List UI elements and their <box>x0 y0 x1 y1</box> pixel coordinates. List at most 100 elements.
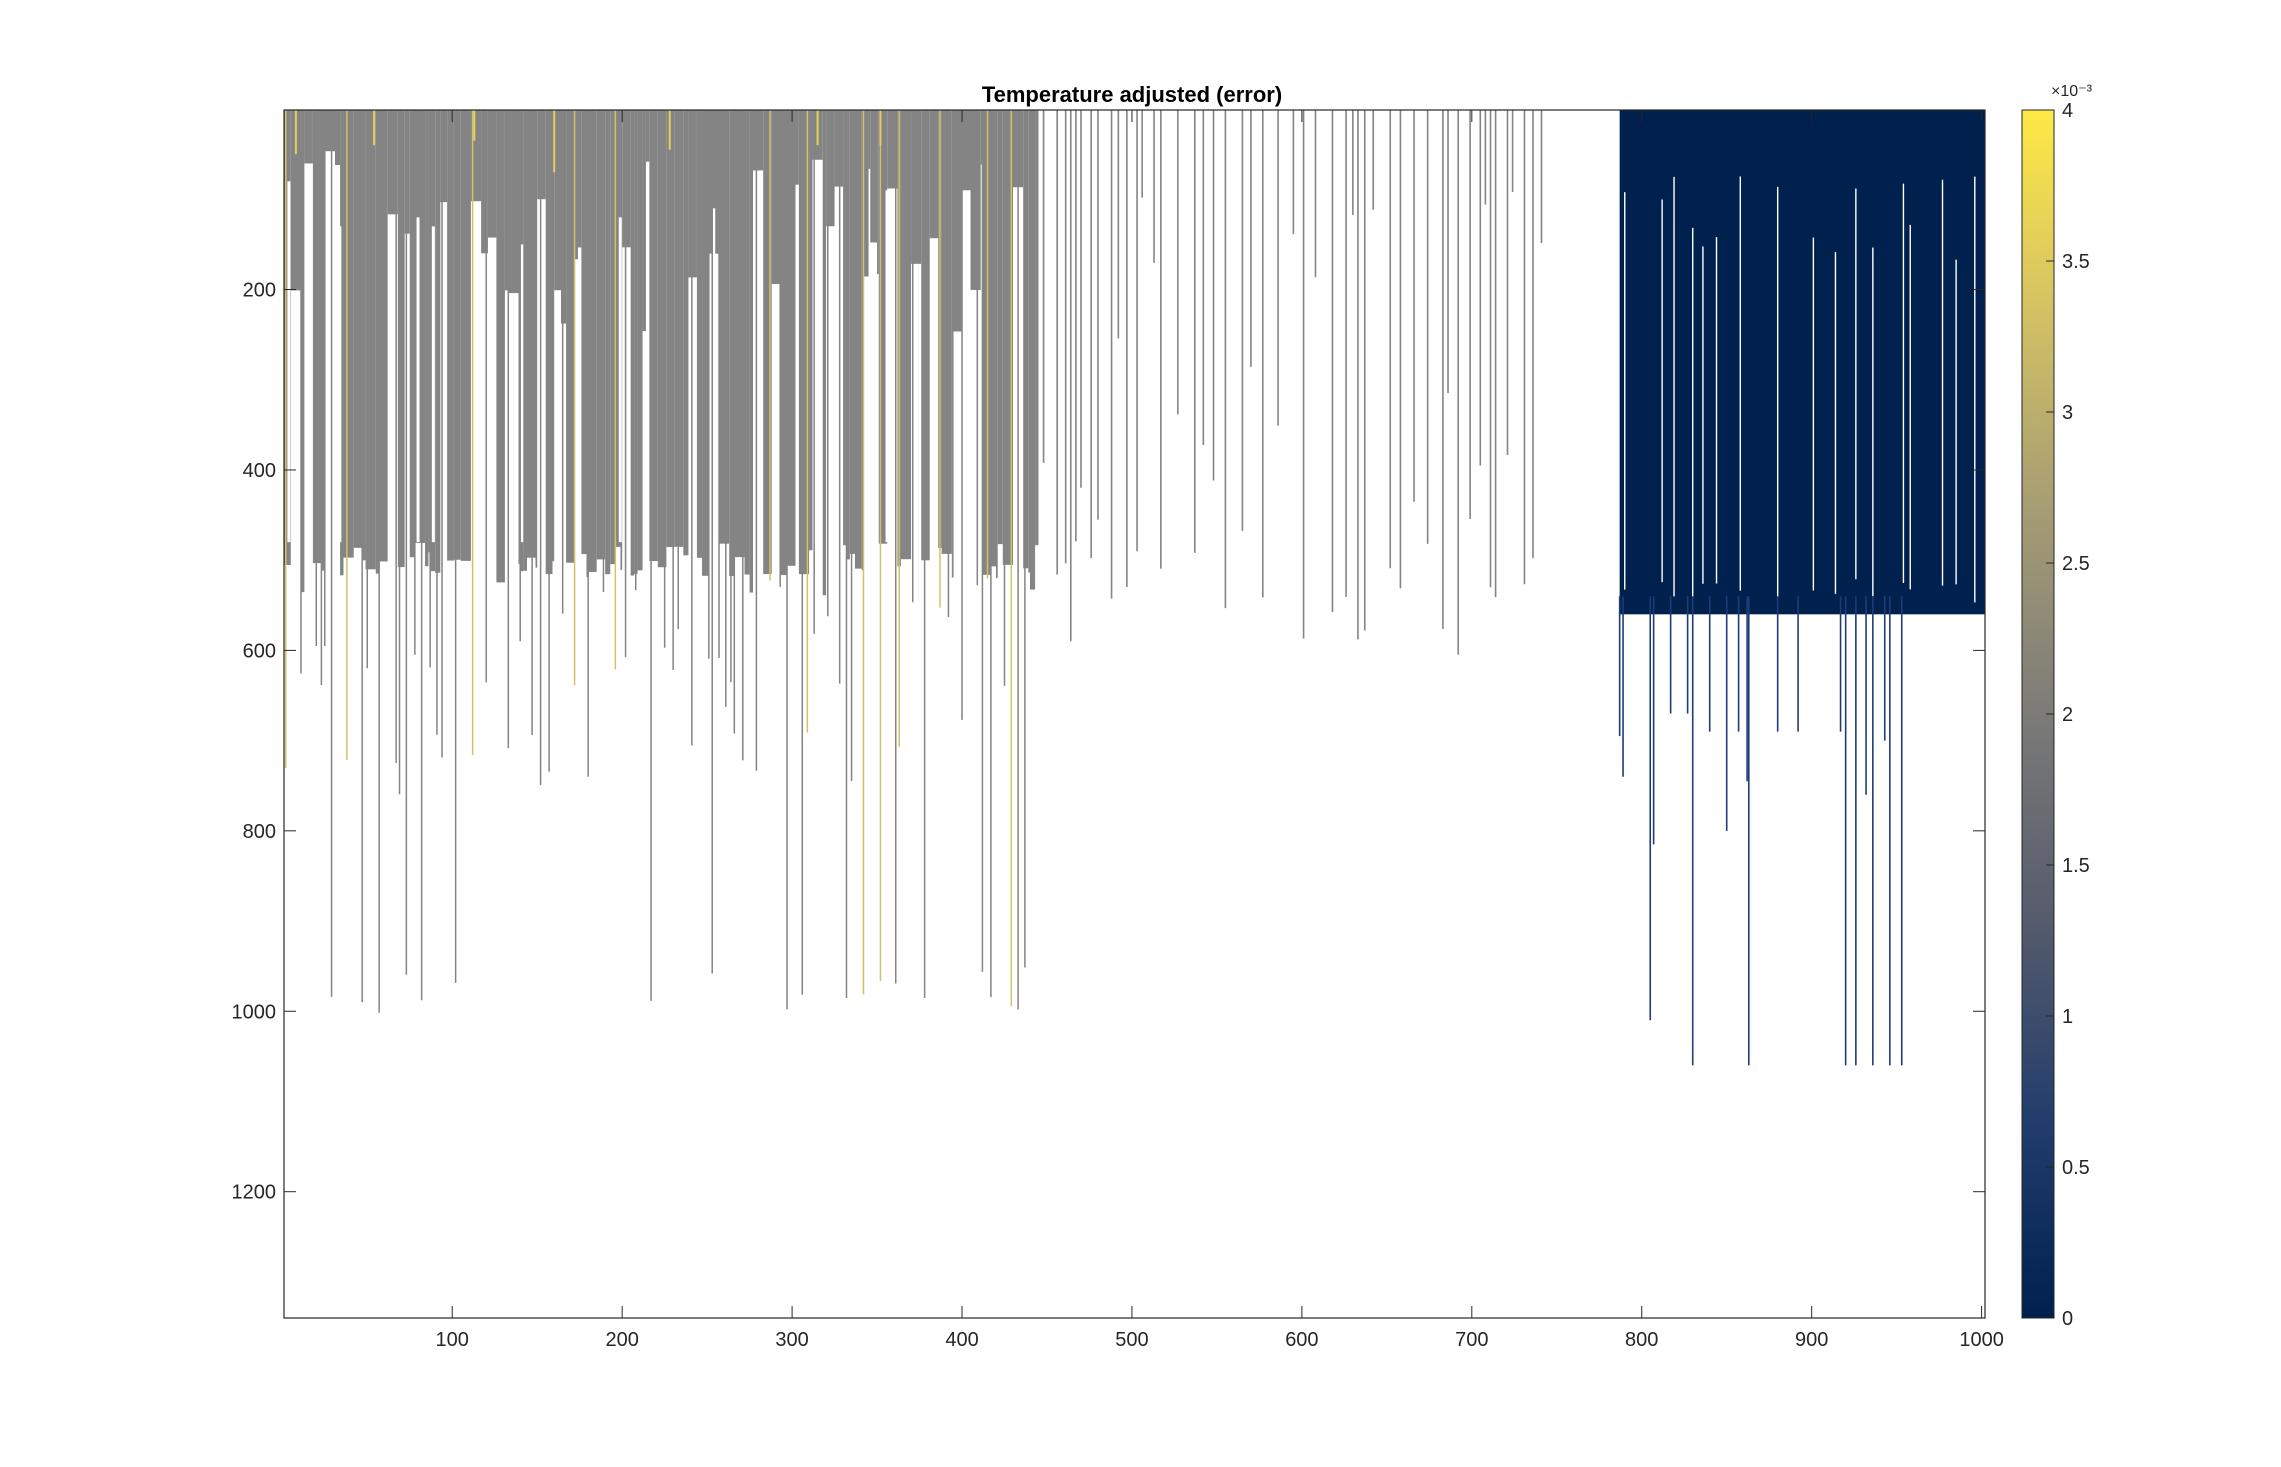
heatmap-cell-block <box>1029 110 1036 590</box>
heatmap-cell-block <box>868 110 871 169</box>
heatmap-cell-block <box>834 110 844 187</box>
heatmap-cell-block <box>642 110 646 332</box>
heatmap-cell-block <box>453 110 461 560</box>
x-tick-label: 500 <box>1115 1329 1148 1351</box>
heatmap-cell-block <box>846 110 850 560</box>
heatmap-cell-block <box>649 110 658 562</box>
heatmap-cell-block <box>861 110 864 571</box>
heatmap-cell-block <box>996 110 998 578</box>
heatmap-cell-block <box>763 110 772 575</box>
x-tick-label: 200 <box>605 1329 638 1351</box>
colorbar-tick-label: 0.5 <box>2062 1157 2090 1179</box>
axis-ticks: 100 200 300 400 500 600 700 800 900 1000 200 400 600… <box>232 110 2004 1351</box>
heatmap-cell-block <box>826 110 835 227</box>
heatmap-cell-block <box>343 110 354 558</box>
heatmap-cell-block <box>771 110 781 285</box>
heatmap-cell-block <box>447 110 454 561</box>
heatmap-cell-block <box>574 110 578 260</box>
heatmap-cell-block <box>719 110 730 544</box>
heatmap-cell-block <box>970 110 981 290</box>
heatmap-cell-block <box>753 110 764 171</box>
heatmap-cell-block <box>666 110 675 548</box>
heatmap-cell-block <box>554 110 561 291</box>
y-tick-label: 400 <box>243 460 276 482</box>
heatmap-cell-block <box>854 110 862 569</box>
colorbar-exponent-label: ×10⁻³ <box>2051 83 2093 100</box>
x-tick-label: 900 <box>1795 1329 1828 1351</box>
x-tick-label: 600 <box>1285 1329 1318 1351</box>
y-tick-label: 1200 <box>232 1182 277 1204</box>
heatmap-cell-block <box>688 110 697 278</box>
heatmap-cell-block <box>1035 110 1039 546</box>
heatmap-cell-block <box>962 110 971 191</box>
colorbar-tick-label: 3 <box>2062 402 2073 424</box>
heatmap-cell-block <box>809 110 813 551</box>
heatmap-cell-block <box>744 110 750 575</box>
colorbar-tick-label: 3.5 <box>2062 251 2090 273</box>
heatmap-cell-block <box>843 110 847 546</box>
y-tick-label: 1000 <box>232 1001 277 1023</box>
heatmap-cell-block <box>645 110 650 162</box>
heatmap-cell-block <box>870 110 878 243</box>
colorbar-tick-label: 1 <box>2062 1006 2073 1028</box>
heatmap-gap <box>885 190 889 543</box>
heatmap-cell-block <box>921 110 930 561</box>
x-tick-label: 700 <box>1455 1329 1488 1351</box>
heatmap-cell-block <box>409 110 415 558</box>
heatmap-gap <box>712 208 716 543</box>
chart-title: Temperature adjusted (error) <box>982 82 1282 107</box>
heatmap-cell-block <box>929 110 939 239</box>
heatmap-cell-block <box>535 110 538 568</box>
heatmap-cell-block <box>586 110 589 578</box>
heatmap-cell-block <box>863 110 869 277</box>
heatmap-cell-block <box>334 110 341 165</box>
heatmap-cell-block <box>552 110 555 562</box>
heatmap-gap <box>287 181 291 543</box>
x-tick-label: 100 <box>436 1329 469 1351</box>
heatmap-cell-block <box>508 110 519 294</box>
heatmap-cell-block <box>470 110 482 202</box>
axes-box <box>283 109 1986 1319</box>
heatmap-cell-block <box>290 110 301 291</box>
heatmap-cell-block <box>324 110 335 152</box>
heatmap-cell-block <box>622 110 631 248</box>
heatmap-cell-block <box>900 110 912 560</box>
heatmap-gap <box>431 226 435 543</box>
heatmap-cell-block <box>353 110 363 548</box>
heatmap-cell-block <box>481 110 488 254</box>
y-tick-label: 800 <box>243 821 276 843</box>
heatmap-cell-block <box>566 110 575 563</box>
heatmap-cell-block <box>577 110 582 248</box>
heatmap-cell-block <box>523 110 527 571</box>
heatmap-cell-block <box>428 110 431 553</box>
y-tick-label: 600 <box>243 640 276 662</box>
x-tick-label: 400 <box>945 1329 978 1351</box>
heatmap-cell-block <box>630 110 635 576</box>
heatmap-cell-block <box>596 110 606 560</box>
heatmap-cell-block <box>610 110 616 565</box>
heatmap-cell-block <box>300 110 305 593</box>
heatmap-cell-block <box>849 110 855 554</box>
heatmap-cell-block <box>414 110 426 543</box>
heatmap-cell-block <box>951 110 954 578</box>
heatmap-cell-block <box>588 110 597 572</box>
x-tick-label: 300 <box>775 1329 808 1351</box>
heatmap-cell-block <box>941 110 952 554</box>
heatmap-gap <box>520 244 524 543</box>
heatmap-cell-block <box>404 110 410 234</box>
heatmap-cell-block <box>1023 110 1029 569</box>
heatmap-cell-block <box>997 110 1003 545</box>
heatmap-cell-block <box>729 110 735 576</box>
heatmap-cell-block <box>605 110 611 575</box>
heatmap-cell-block <box>518 110 521 565</box>
heatmap-cell-block <box>1619 110 1985 615</box>
heatmap-data-layer <box>284 110 1985 1066</box>
colorbar-tick-label: 1.5 <box>2062 855 2090 877</box>
heatmap-cell-block <box>362 110 366 561</box>
heatmap-cell-block <box>702 110 709 576</box>
colorbar-tick-label: 4 <box>2062 100 2073 122</box>
colorbar-tick-label: 2.5 <box>2062 553 2090 575</box>
heatmap-cell-block <box>460 110 471 561</box>
